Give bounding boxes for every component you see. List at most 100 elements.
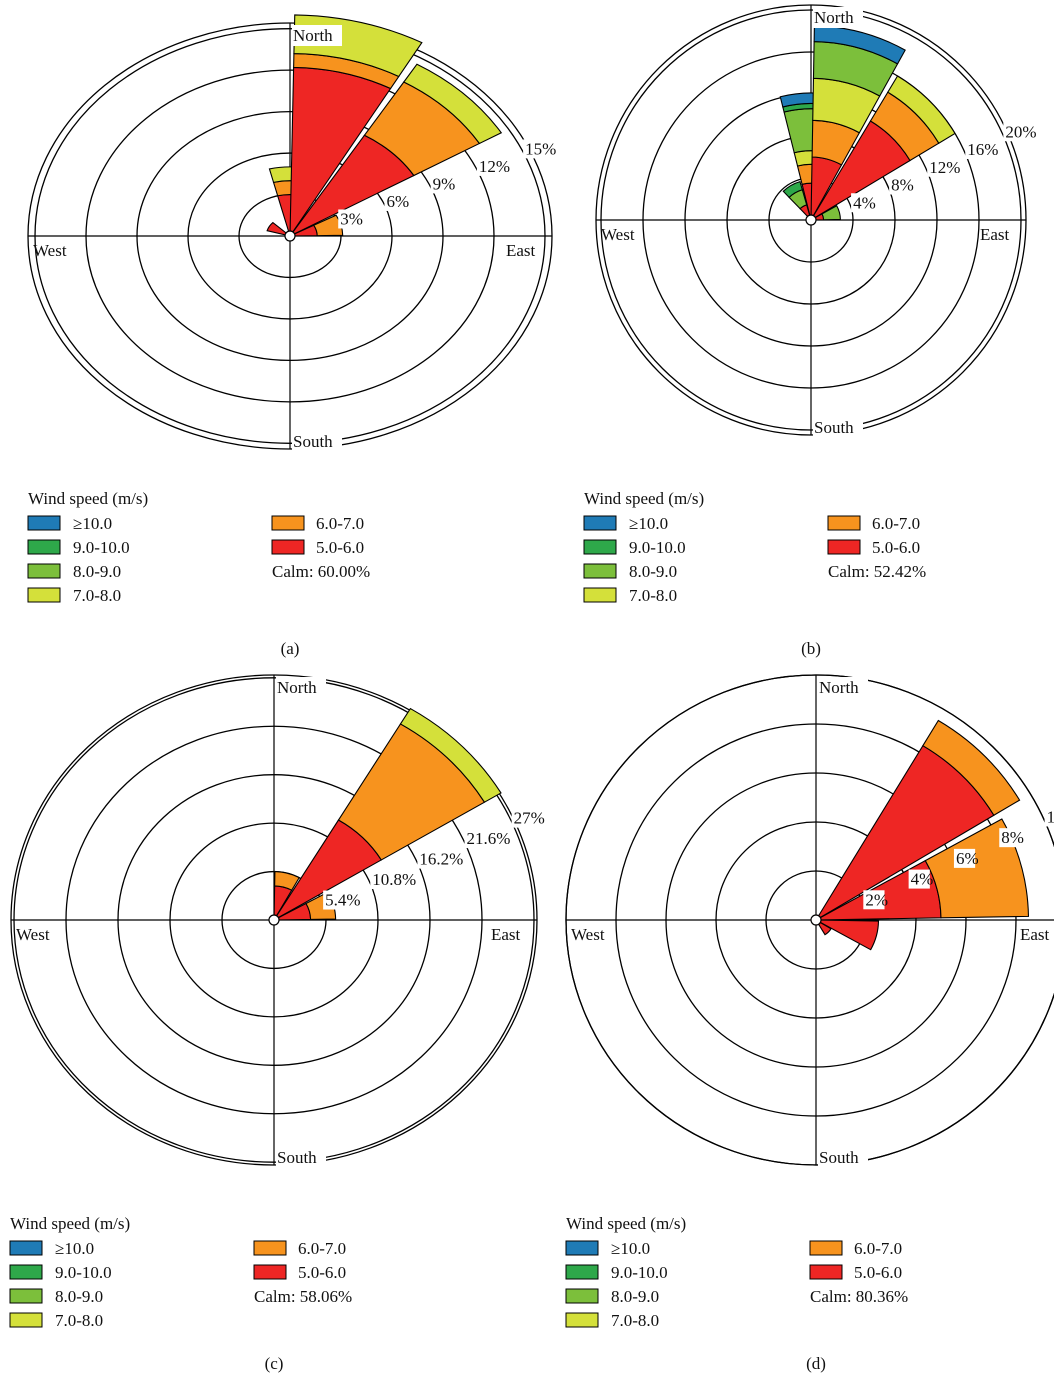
ring-label-bg [464, 829, 512, 849]
legend-d: Wind speed (m/s) ≥10.0 9.0-10.0 8.0-9.0 7.0-… [565, 1214, 908, 1330]
legend-label-s9_10: 9.0-10.0 [611, 1263, 668, 1282]
legend-label-s7_8: 7.0-8.0 [55, 1311, 103, 1330]
ring-label-bg [417, 849, 465, 869]
ring-label: 16% [967, 140, 998, 159]
direction-label-bg [276, 677, 326, 698]
direction-north: North [293, 26, 333, 45]
ring-label-bg [863, 890, 885, 910]
panel-caption: (c) [265, 1354, 284, 1373]
legend-label-ge10: ≥10.0 [611, 1239, 650, 1258]
wind-rose-panel-b: 4% 8% 12% 16% 20% North South West East [595, 4, 1036, 438]
direction-west: West [571, 925, 605, 944]
ring-label: 16.2% [419, 850, 463, 869]
legend-swatch-s6_7 [827, 515, 861, 531]
direction-label-bg [292, 431, 342, 452]
wedge-75-s6_7 [312, 214, 344, 237]
legend-label-s8_9: 8.0-9.0 [611, 1287, 659, 1306]
legend-label-ge10: ≥10.0 [73, 514, 112, 533]
ring-label: 6% [956, 849, 979, 868]
wedge-300-s5_6 [266, 221, 291, 237]
ring-label: 6% [386, 192, 409, 211]
ring-label: 8% [1001, 828, 1024, 847]
ring-label: 12% [479, 157, 510, 176]
wedge-15-s6_7 [274, 871, 300, 891]
legend-swatch-s6_7 [271, 515, 305, 531]
panel-caption: (b) [801, 639, 821, 658]
legend-label-s5_6: 5.0-6.0 [872, 538, 920, 557]
ring-label-bg [1044, 807, 1054, 827]
ring-label: 8% [891, 176, 914, 195]
legend-label-s8_9: 8.0-9.0 [55, 1287, 103, 1306]
ring-label-bg [523, 139, 553, 159]
ring-label-bg [430, 174, 452, 194]
legend-swatch-s6_7 [809, 1240, 843, 1256]
legend-swatch-s9_10 [9, 1264, 43, 1280]
direction-east: East [491, 925, 521, 944]
calm-center [810, 914, 822, 926]
legend-label-s6_7: 6.0-7.0 [872, 514, 920, 533]
legend-label-s6_7: 6.0-7.0 [316, 514, 364, 533]
ring-label-bg [851, 193, 873, 213]
ring-label-bg [889, 175, 911, 195]
legend-swatch-s5_6 [809, 1264, 843, 1280]
ring-label-bg [476, 156, 507, 176]
direction-south: South [814, 418, 854, 437]
direction-east: East [980, 225, 1010, 244]
legend-label-s7_8: 7.0-8.0 [73, 586, 121, 605]
legend-swatch-s6_7 [253, 1240, 287, 1256]
ring-label: 4% [853, 193, 876, 212]
ring-label-bg [323, 890, 362, 910]
ring-label-bg [908, 869, 930, 889]
direction-west: West [16, 925, 50, 944]
direction-south: South [819, 1148, 859, 1167]
legend-swatch-ge10 [583, 515, 617, 531]
ring-label-bg [953, 848, 976, 868]
legend-label-s5_6: 5.0-6.0 [298, 1263, 346, 1282]
legend-label-s7_8: 7.0-8.0 [611, 1311, 659, 1330]
wedge-330-s9_10 [782, 180, 803, 199]
legend-swatch-ge10 [9, 1240, 43, 1256]
ring-label: 10% [1047, 807, 1054, 826]
direction-north: North [819, 678, 859, 697]
legend-title: Wind speed (m/s) [566, 1214, 686, 1233]
calm-center [268, 914, 280, 926]
ring-label-bg [384, 191, 406, 211]
legend-a: Wind speed (m/s) ≥10.0 9.0-10.0 8.0-9.0 7.0-… [27, 489, 370, 605]
ring-label-bg [927, 157, 957, 177]
ring-label: 20% [1005, 122, 1036, 141]
direction-label-bg [813, 7, 863, 28]
calm-label: Calm: 58.06% [254, 1287, 352, 1306]
legend-label-s6_7: 6.0-7.0 [854, 1239, 902, 1258]
legend-label-s8_9: 8.0-9.0 [629, 562, 677, 581]
legend-swatch-s9_10 [565, 1264, 599, 1280]
legend-swatch-s7_8 [27, 587, 61, 603]
ring-label-bg [370, 870, 418, 890]
legend-title: Wind speed (m/s) [10, 1214, 130, 1233]
wind-rose-panel-a: 3% 6% 9% 12% 15% North South West East [27, 14, 556, 452]
calm-label: Calm: 52.42% [828, 562, 926, 581]
calm-center [284, 230, 296, 242]
legend-title: Wind speed (m/s) [584, 489, 704, 508]
legend-label-s6_7: 6.0-7.0 [298, 1239, 346, 1258]
legend-label-s7_8: 7.0-8.0 [629, 586, 677, 605]
legend-title: Wind speed (m/s) [28, 489, 148, 508]
direction-label-bg [276, 1147, 326, 1168]
ring-label: 10.8% [372, 870, 416, 889]
legend-label-s8_9: 8.0-9.0 [73, 562, 121, 581]
ring-label-bg [511, 808, 542, 828]
ring-label: 12% [929, 158, 960, 177]
legend-swatch-s5_6 [253, 1264, 287, 1280]
direction-label-bg [292, 25, 342, 46]
legend-label-ge10: ≥10.0 [629, 514, 668, 533]
wedge-75-s8_9 [821, 204, 841, 221]
direction-south: South [293, 432, 333, 451]
ring-label: 9% [433, 174, 456, 193]
legend-swatch-s7_8 [9, 1312, 43, 1328]
legend-label-s5_6: 5.0-6.0 [316, 538, 364, 557]
legend-label-s9_10: 9.0-10.0 [629, 538, 686, 557]
wind-rose-panel-d: 2% 4% 6% 8% 10% North South West East [565, 674, 1054, 1168]
legend-label-s5_6: 5.0-6.0 [854, 1263, 902, 1282]
ring-label-bg [338, 209, 360, 229]
direction-north: North [277, 678, 317, 697]
direction-label-bg [818, 677, 868, 698]
